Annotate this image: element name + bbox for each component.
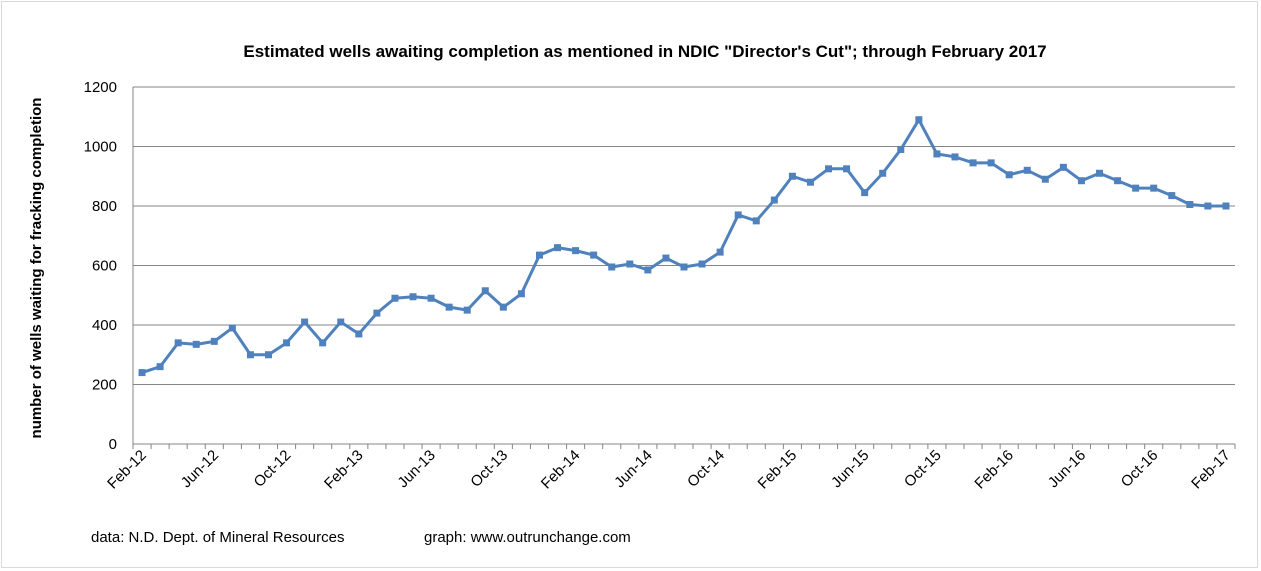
x-tick-label-Oct-16: Oct-16 <box>1118 447 1162 491</box>
data-point-Oct-12 <box>283 339 291 347</box>
source-note: data: N.D. Dept. of Mineral Resources <box>91 529 344 546</box>
data-point-Nov-14 <box>734 211 742 219</box>
data-point-Jul-12 <box>228 324 236 332</box>
x-tick-label-Jun-13: Jun-13 <box>394 447 438 491</box>
data-point-Nov-13 <box>517 290 525 298</box>
data-point-May-15 <box>843 165 851 173</box>
x-tick-label-Jun-14: Jun-14 <box>611 447 655 491</box>
x-tick-label-Oct-12: Oct-12 <box>251 447 295 491</box>
x-tick-label-Oct-14: Oct-14 <box>684 447 728 491</box>
y-tick-label-800: 800 <box>92 198 117 215</box>
data-point-Sep-13 <box>481 287 489 295</box>
y-tick-label-1200: 1200 <box>84 79 117 96</box>
data-point-Mar-15 <box>806 178 814 186</box>
data-point-Sep-14 <box>698 260 706 268</box>
data-point-Mar-16 <box>1023 166 1031 174</box>
data-point-Jan-15 <box>770 196 778 204</box>
data-point-May-14 <box>626 260 634 268</box>
x-tick-label-Feb-12: Feb-12 <box>104 447 150 493</box>
data-point-Feb-14 <box>572 247 580 255</box>
x-tick-label-Feb-14: Feb-14 <box>538 447 584 493</box>
data-point-Feb-12 <box>138 369 146 377</box>
data-point-Oct-15 <box>933 150 941 158</box>
data-point-Feb-13 <box>355 330 363 338</box>
data-point-May-16 <box>1059 163 1067 171</box>
data-point-Aug-14 <box>680 263 688 271</box>
data-point-Jun-13 <box>427 294 435 302</box>
data-point-Apr-14 <box>608 263 616 271</box>
x-tick-label-Jun-16: Jun-16 <box>1045 447 1089 491</box>
x-tick-label-Oct-13: Oct-13 <box>467 447 511 491</box>
x-tick-label-Feb-13: Feb-13 <box>321 447 367 493</box>
series-line-0 <box>141 118 1226 375</box>
data-point-Nov-16 <box>1168 192 1176 200</box>
data-point-May-12 <box>192 340 200 348</box>
data-point-Jul-13 <box>445 303 453 311</box>
data-point-Aug-16 <box>1114 177 1122 185</box>
data-point-Dec-15 <box>969 159 977 167</box>
x-tick-label-Jun-12: Jun-12 <box>178 447 222 491</box>
data-point-Dec-13 <box>535 251 543 259</box>
data-point-Jun-15 <box>861 189 869 197</box>
graph-credit: graph: www.outrunchange.com <box>424 529 631 546</box>
data-point-Jul-15 <box>879 169 887 177</box>
data-point-Dec-12 <box>319 339 327 347</box>
data-point-Jun-12 <box>210 337 218 345</box>
x-tick-label-Feb-16: Feb-16 <box>971 447 1017 493</box>
data-point-Feb-17 <box>1222 202 1230 210</box>
data-point-Apr-12 <box>174 339 182 347</box>
x-axis: Feb-12 Jun-12 Oct-12 Feb-13 Jun-13 Oct-13 Feb-… <box>104 87 1236 493</box>
x-tick-label-Feb-17: Feb-17 <box>1188 447 1234 493</box>
data-point-Sep-16 <box>1132 184 1140 192</box>
data-point-Mar-13 <box>373 309 381 317</box>
y-tick-label-1000: 1000 <box>84 139 117 156</box>
chart-title: Estimated wells awaiting completion as m… <box>243 42 1046 61</box>
data-point-Feb-15 <box>788 172 796 180</box>
y-tick-label-600: 600 <box>92 258 117 275</box>
x-tick-label-Feb-15: Feb-15 <box>755 447 801 493</box>
data-point-Mar-14 <box>590 251 598 259</box>
data-point-Jan-14 <box>554 244 562 252</box>
gridlines <box>133 86 1235 385</box>
data-point-Aug-12 <box>246 351 254 359</box>
data-point-Oct-16 <box>1150 184 1158 192</box>
x-tick-label-Jun-15: Jun-15 <box>828 447 872 491</box>
data-point-Aug-15 <box>897 145 905 153</box>
y-tick-label-400: 400 <box>92 317 117 334</box>
y-tick-label-0: 0 <box>109 436 117 453</box>
data-point-Jun-16 <box>1077 177 1085 185</box>
data-point-Nov-12 <box>301 318 309 326</box>
data-point-Mar-12 <box>156 363 164 371</box>
data-point-Nov-15 <box>951 153 959 161</box>
data-point-Oct-14 <box>716 248 724 256</box>
data-point-Aug-13 <box>463 306 471 314</box>
data-point-Jan-13 <box>337 318 345 326</box>
data-point-May-13 <box>409 293 417 301</box>
data-point-Feb-16 <box>1005 171 1013 179</box>
data-point-Sep-15 <box>915 116 923 124</box>
x-tick-label-Oct-15: Oct-15 <box>901 447 945 491</box>
data-point-Sep-12 <box>264 351 272 359</box>
y-tick-label-200: 200 <box>92 377 117 394</box>
y-tick-labels: 0 200 400 600 800 1000 1200 <box>84 79 117 453</box>
data-point-Jul-16 <box>1096 169 1104 177</box>
y-axis-title: number of wells waiting for fracking com… <box>28 98 45 439</box>
data-point-Jan-16 <box>987 159 995 167</box>
data-point-Dec-16 <box>1186 201 1194 209</box>
data-point-Jan-17 <box>1204 202 1212 210</box>
data-point-Jun-14 <box>644 266 652 274</box>
data-point-Jul-14 <box>662 254 670 262</box>
data-point-Apr-15 <box>825 165 833 173</box>
data-point-Apr-16 <box>1041 175 1049 183</box>
data-point-Dec-14 <box>752 217 760 225</box>
data-point-Apr-13 <box>391 294 399 302</box>
series-layer <box>138 116 1230 377</box>
data-point-Oct-13 <box>499 303 507 311</box>
